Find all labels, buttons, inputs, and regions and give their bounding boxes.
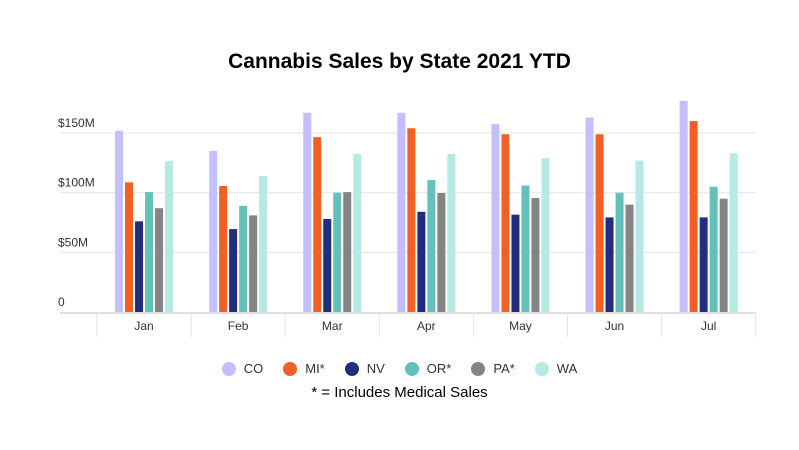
legend: CO MI* NV OR* PA* WA: [0, 361, 799, 376]
bar-co-jan: [115, 130, 124, 312]
legend-item[interactable]: CO: [221, 361, 264, 376]
bar-wa-may: [541, 158, 550, 312]
bar-mi-feb: [219, 186, 228, 312]
bar-mi-jun: [595, 134, 604, 312]
bar-or-may: [521, 185, 530, 312]
legend-marker-icon: [221, 361, 236, 376]
bar-nv-apr: [417, 211, 426, 312]
bar-chart: 0 $50M $100M $150M Jan Feb Mar Apr May Jun Jul: [58, 100, 757, 337]
bar-co-apr: [397, 112, 406, 312]
x-tick-label: Apr: [417, 319, 436, 333]
bar-mi-may: [501, 134, 510, 312]
bar-or-mar: [333, 192, 342, 312]
legend-marker-icon: [404, 361, 419, 376]
bar-or-jan: [145, 192, 154, 312]
bar-co-mar: [303, 112, 312, 312]
bar-pa-jul: [719, 198, 728, 312]
bar-co-may: [491, 124, 500, 312]
bar-mi-jul: [689, 121, 698, 313]
bar-mi-jan: [125, 182, 134, 312]
bar-or-jul: [709, 186, 718, 312]
bar-nv-feb: [229, 229, 238, 312]
bar-mi-mar: [313, 137, 322, 312]
bar-nv-may: [511, 214, 520, 312]
bar-pa-apr: [437, 193, 446, 312]
x-tick-label: Jun: [605, 319, 624, 333]
y-tick-label: $50M: [58, 235, 88, 249]
bar-co-jun: [585, 117, 594, 312]
bar-co-jul: [679, 100, 688, 313]
bar-or-jun: [615, 192, 624, 312]
legend-marker-icon: [283, 361, 298, 376]
legend-label: CO: [243, 361, 264, 376]
bar-or-feb: [239, 205, 248, 312]
x-tick-label: Jan: [134, 319, 153, 333]
bar-wa-jan: [165, 161, 174, 312]
y-tick-label: $100M: [58, 176, 95, 190]
legend-label: PA*: [493, 361, 515, 376]
legend-item[interactable]: OR*: [404, 361, 452, 376]
bar-pa-feb: [249, 215, 258, 312]
bar-wa-jun: [635, 160, 644, 312]
bar-or-apr: [427, 180, 436, 312]
bar-co-feb: [209, 150, 218, 312]
legend-item[interactable]: NV: [344, 361, 385, 376]
legend-marker-icon: [471, 361, 486, 376]
legend-marker-icon: [344, 361, 359, 376]
bar-mi-apr: [407, 128, 416, 312]
footnote: * = Includes Medical Sales: [311, 384, 488, 401]
bar-nv-jan: [135, 221, 144, 312]
bar-pa-jun: [625, 204, 634, 312]
bar-wa-apr: [447, 154, 456, 312]
legend-marker-icon: [534, 361, 549, 376]
bar-nv-jul: [699, 217, 708, 312]
legend-item[interactable]: MI*: [283, 361, 325, 376]
bar-pa-jan: [155, 208, 164, 312]
legend-label: MI*: [305, 361, 325, 376]
bar-nv-jun: [605, 217, 614, 312]
legend-label: NV: [366, 361, 385, 376]
y-tick-label: $150M: [58, 116, 95, 130]
legend-item[interactable]: PA*: [471, 361, 515, 376]
y-tick-label: 0: [58, 295, 65, 309]
x-tick-label: Mar: [322, 319, 343, 333]
x-tick-label: Jul: [701, 319, 716, 333]
legend-label: WA: [556, 361, 578, 376]
bar-wa-jul: [729, 153, 738, 312]
x-tick-label: Feb: [228, 319, 249, 333]
bar-wa-mar: [353, 154, 362, 312]
bar-pa-mar: [343, 192, 352, 312]
legend-label: OR*: [426, 361, 452, 376]
bar-nv-mar: [323, 218, 332, 312]
bar-wa-feb: [259, 175, 268, 312]
bar-pa-may: [531, 198, 540, 312]
chart-title: Cannabis Sales by State 2021 YTD: [228, 50, 571, 73]
legend-item[interactable]: WA: [534, 361, 578, 376]
x-tick-label: May: [509, 319, 532, 333]
